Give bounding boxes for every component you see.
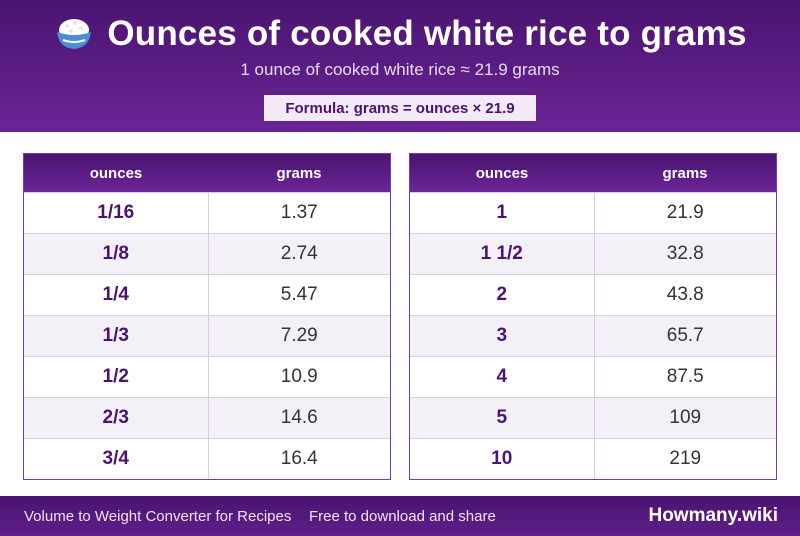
grams-cell: 2.74 — [280, 243, 318, 264]
table-row: 1/4 5.47 — [24, 274, 390, 315]
ounces-cell: 1/2 — [24, 357, 209, 397]
column-header-ounces: ounces — [89, 164, 143, 182]
ounces-cell: 1 1/2 — [410, 234, 595, 274]
grams-cell: 14.6 — [280, 407, 318, 428]
grams-cell: 32.8 — [666, 243, 704, 264]
column-header-grams: grams — [276, 164, 322, 182]
footer-share-text: Free to download and share — [309, 508, 496, 525]
ounces-cell: 3/4 — [24, 439, 209, 479]
page-subtitle: 1 ounce of cooked white rice ≈ 21.9 gram… — [240, 60, 560, 79]
table-body: 1 21.9 1 1/2 32.8 2 43.8 3 65.7 4 87.5 5… — [410, 192, 776, 479]
ounces-cell: 2/3 — [24, 398, 209, 438]
grams-cell: 21.9 — [666, 202, 704, 223]
grams-cell: 87.5 — [666, 366, 704, 387]
table-header: ounces grams — [24, 154, 390, 192]
grams-cell: 7.29 — [280, 325, 318, 346]
grams-cell: 10.9 — [280, 366, 318, 387]
brand-logo[interactable]: Howmany.wiki — [648, 505, 778, 526]
formula-badge: Formula: grams = ounces × 21.9 — [264, 95, 536, 121]
rice-bowl-icon — [57, 19, 92, 49]
ounces-cell: 1/8 — [24, 234, 209, 274]
ounces-cell: 1 — [410, 193, 595, 233]
table-row: 2 43.8 — [410, 274, 776, 315]
footer-converter-link[interactable]: Volume to Weight Converter for Recipes — [24, 508, 292, 525]
table-row: 4 87.5 — [410, 356, 776, 397]
table-row: 2/3 14.6 — [24, 397, 390, 438]
table-row: 1 1/2 32.8 — [410, 233, 776, 274]
conversion-table-left: ounces grams 1/16 1.37 1/8 2.74 1/4 5.47… — [23, 153, 391, 480]
table-row: 5 109 — [410, 397, 776, 438]
ounces-cell: 1/4 — [24, 275, 209, 315]
grams-cell: 43.8 — [666, 284, 704, 305]
conversion-table-right: ounces grams 1 21.9 1 1/2 32.8 2 43.8 3 … — [409, 153, 777, 480]
ounces-cell: 4 — [410, 357, 595, 397]
ounces-cell: 3 — [410, 316, 595, 356]
table-row: 1/16 1.37 — [24, 192, 390, 233]
title-row: Ounces of cooked white rice to grams — [0, 12, 800, 56]
ounces-cell: 10 — [410, 439, 595, 479]
table-row: 1/8 2.74 — [24, 233, 390, 274]
footer-bar: Volume to Weight Converter for Recipes F… — [0, 496, 800, 536]
grams-cell: 5.47 — [280, 284, 318, 305]
header-banner: Ounces of cooked white rice to grams 1 o… — [0, 0, 800, 132]
ounces-cell: 1/16 — [24, 193, 209, 233]
table-row: 1/2 10.9 — [24, 356, 390, 397]
grams-cell: 109 — [669, 407, 702, 428]
table-row: 3/4 16.4 — [24, 438, 390, 479]
table-body: 1/16 1.37 1/8 2.74 1/4 5.47 1/3 7.29 1/2… — [24, 192, 390, 479]
grams-cell: 16.4 — [280, 448, 318, 469]
grams-cell: 219 — [669, 448, 702, 469]
ounces-cell: 1/3 — [24, 316, 209, 356]
table-row: 10 219 — [410, 438, 776, 479]
table-header: ounces grams — [410, 154, 776, 192]
table-row: 3 65.7 — [410, 315, 776, 356]
ounces-cell: 5 — [410, 398, 595, 438]
grams-cell: 1.37 — [280, 202, 318, 223]
table-row: 1/3 7.29 — [24, 315, 390, 356]
column-header-ounces: ounces — [475, 164, 529, 182]
table-row: 1 21.9 — [410, 192, 776, 233]
column-header-grams: grams — [662, 164, 708, 182]
page-title: Ounces of cooked white rice to grams — [107, 14, 747, 53]
grams-cell: 65.7 — [666, 325, 704, 346]
ounces-cell: 2 — [410, 275, 595, 315]
